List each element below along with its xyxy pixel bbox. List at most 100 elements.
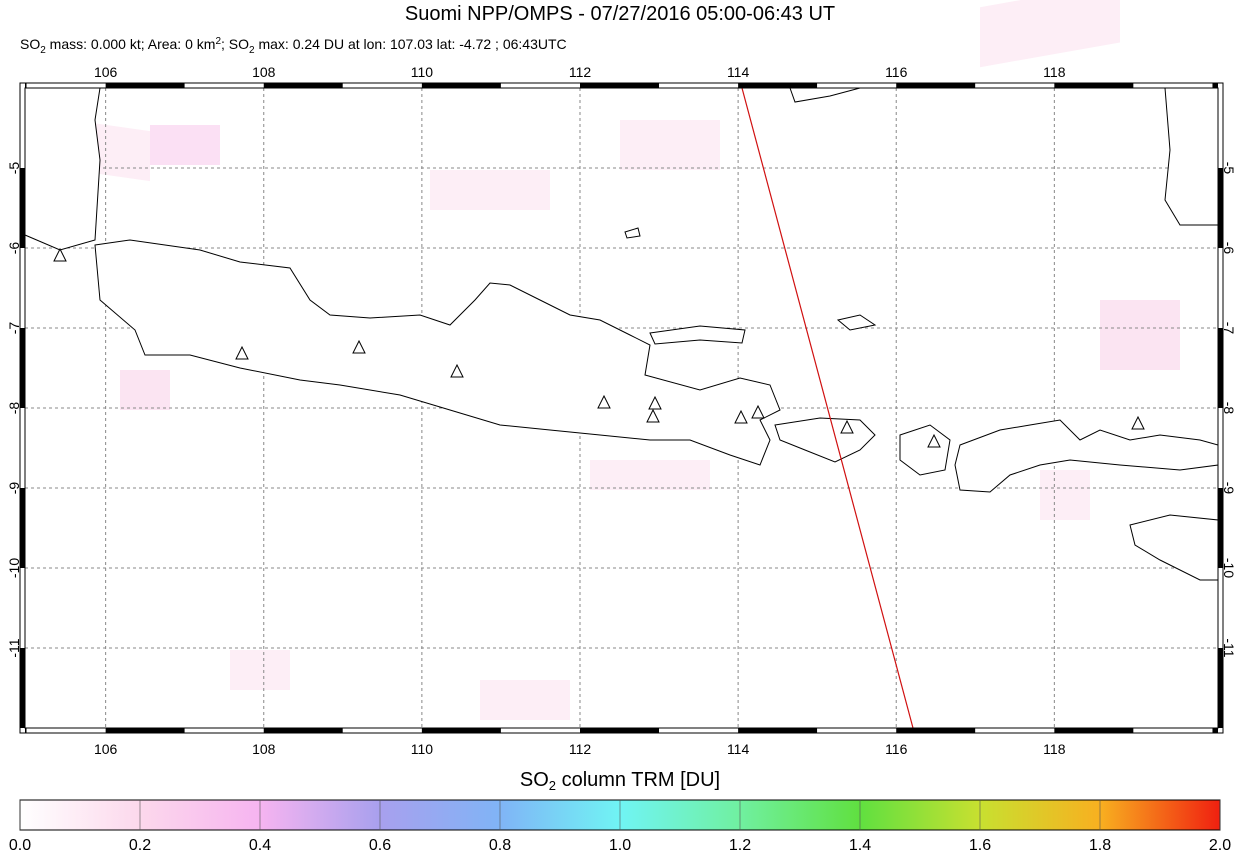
frame-segment (184, 728, 264, 733)
text-part: max: 0.24 DU at lon: 107.03 lat: -4.72 ;… (255, 36, 567, 52)
frame-segment (1218, 648, 1223, 728)
frame-segment (20, 488, 25, 568)
lat-label-left: -8 (6, 402, 22, 415)
frame-segment (1212, 728, 1218, 733)
lon-label-top: 112 (569, 64, 592, 80)
superscript: 2 (215, 36, 221, 47)
lat-label-left: -10 (6, 558, 22, 578)
frame: 106 106 108 108 110 110 112 112 114 114 116 116 118 1… (6, 64, 1237, 757)
frame-segment (20, 248, 25, 328)
colorbar-tick-label: 2.0 (1209, 837, 1231, 854)
text-part: column TRM [DU] (556, 769, 720, 791)
text-part: ; SO (221, 36, 249, 52)
frame-segment (184, 83, 264, 88)
lon-label-top: 118 (1043, 64, 1066, 80)
frame-segment (579, 83, 660, 88)
frame-segment (342, 83, 422, 88)
frame-segment (896, 728, 976, 733)
frame-segment (975, 83, 1055, 88)
lat-label-right: -9 (1221, 482, 1237, 495)
lat-label-left: -6 (6, 242, 22, 255)
frame-segment (1133, 83, 1213, 88)
lon-label-top: 108 (252, 64, 276, 80)
colorbar-tick-label: 0.6 (369, 837, 391, 854)
lat-label-right: -5 (1221, 162, 1237, 175)
colorbar-tick-label: 1.4 (849, 837, 871, 854)
subscript: 2 (40, 45, 46, 56)
subtitle: SO2 mass: 0.000 kt; Area: 0 km2; SO2 max… (20, 36, 567, 56)
frame-segment (500, 83, 580, 88)
frame-segment (105, 728, 185, 733)
frame-segment (20, 648, 25, 728)
lon-label-bottom: 116 (885, 741, 908, 757)
frame-segment (738, 728, 818, 733)
lon-label-bottom: 112 (569, 741, 592, 757)
frame-segment (1218, 408, 1223, 488)
frame-segment (1133, 728, 1213, 733)
volcanoes (53, 247, 1145, 448)
subscript: 2 (249, 45, 255, 56)
frame-segment (20, 408, 25, 488)
lon-label-top: 106 (94, 64, 118, 80)
text-part: mass: 0.000 kt; Area: 0 km (46, 36, 216, 52)
text-part: SO (20, 36, 40, 52)
lon-label-bottom: 106 (94, 741, 118, 757)
frame-segment (20, 568, 25, 648)
frame-segment (20, 88, 25, 168)
colorbar-tick-label: 1.0 (609, 837, 631, 854)
frame-segment (1218, 328, 1223, 408)
frame-segment (1218, 568, 1223, 648)
colorbar-tick-label: 1.2 (729, 837, 751, 854)
frame-segment (1212, 83, 1218, 88)
map-area: 106 106 108 108 110 110 112 112 114 114 116 116 118 1… (6, 0, 1237, 757)
lon-label-bottom: 118 (1043, 741, 1066, 757)
lon-label-top: 116 (885, 64, 908, 80)
colorbar-tick-label: 1.6 (969, 837, 991, 854)
frame-segment (20, 328, 25, 408)
frame-segment (500, 728, 580, 733)
lat-label-left: -5 (6, 162, 22, 175)
lat-label-left: -7 (6, 322, 22, 335)
lon-label-bottom: 114 (727, 741, 750, 757)
frame-segment (1054, 83, 1134, 88)
lat-label-right: -6 (1221, 242, 1237, 255)
frame-segment (25, 83, 27, 88)
frame-border (19, 82, 1224, 734)
colorbar-tick-label: 1.8 (1089, 837, 1111, 854)
colorbar: 0.0 0.2 0.4 0.6 0.8 1.0 1.2 1.4 1.6 1.8 2.0 (9, 799, 1231, 854)
frame-segment (579, 728, 660, 733)
subscript: 2 (549, 778, 556, 793)
colorbar-tick-label: 0.0 (9, 837, 31, 854)
frame-segment (896, 83, 976, 88)
lon-label-top: 110 (411, 64, 434, 80)
frame-segment (105, 83, 185, 88)
frame-segment (342, 728, 422, 733)
frame-segment (26, 728, 106, 733)
frame-segment (1218, 488, 1223, 568)
frame-segment (26, 83, 106, 88)
plot-border (24, 87, 1219, 729)
lat-label-right: -11 (1221, 638, 1237, 657)
frame-segment (1218, 168, 1223, 248)
frame-segment (738, 83, 818, 88)
frame-segment (25, 728, 27, 733)
frame-segment (1218, 88, 1223, 168)
frame-segment (421, 728, 501, 733)
frame-segment (659, 83, 739, 88)
lat-label-right: -8 (1221, 402, 1237, 415)
lat-label-right: -10 (1221, 558, 1237, 578)
lon-label-bottom: 108 (252, 741, 276, 757)
lat-label-right: -7 (1221, 322, 1237, 335)
title: Suomi NPP/OMPS - 07/27/2016 05:00-06:43 … (405, 3, 835, 25)
colorbar-tick-label: 0.4 (249, 837, 271, 854)
frame-segment (20, 168, 25, 248)
colorbar-tick-label: 0.2 (129, 837, 151, 854)
coastlines (24, 87, 1219, 581)
frame-segment (817, 83, 897, 88)
colorbar-tick-label: 0.8 (489, 837, 511, 854)
frame-segment (1218, 248, 1223, 328)
lon-label-top: 114 (727, 64, 750, 80)
frame-segment (263, 728, 343, 733)
frame-segment (817, 728, 897, 733)
frame-segment (421, 83, 501, 88)
